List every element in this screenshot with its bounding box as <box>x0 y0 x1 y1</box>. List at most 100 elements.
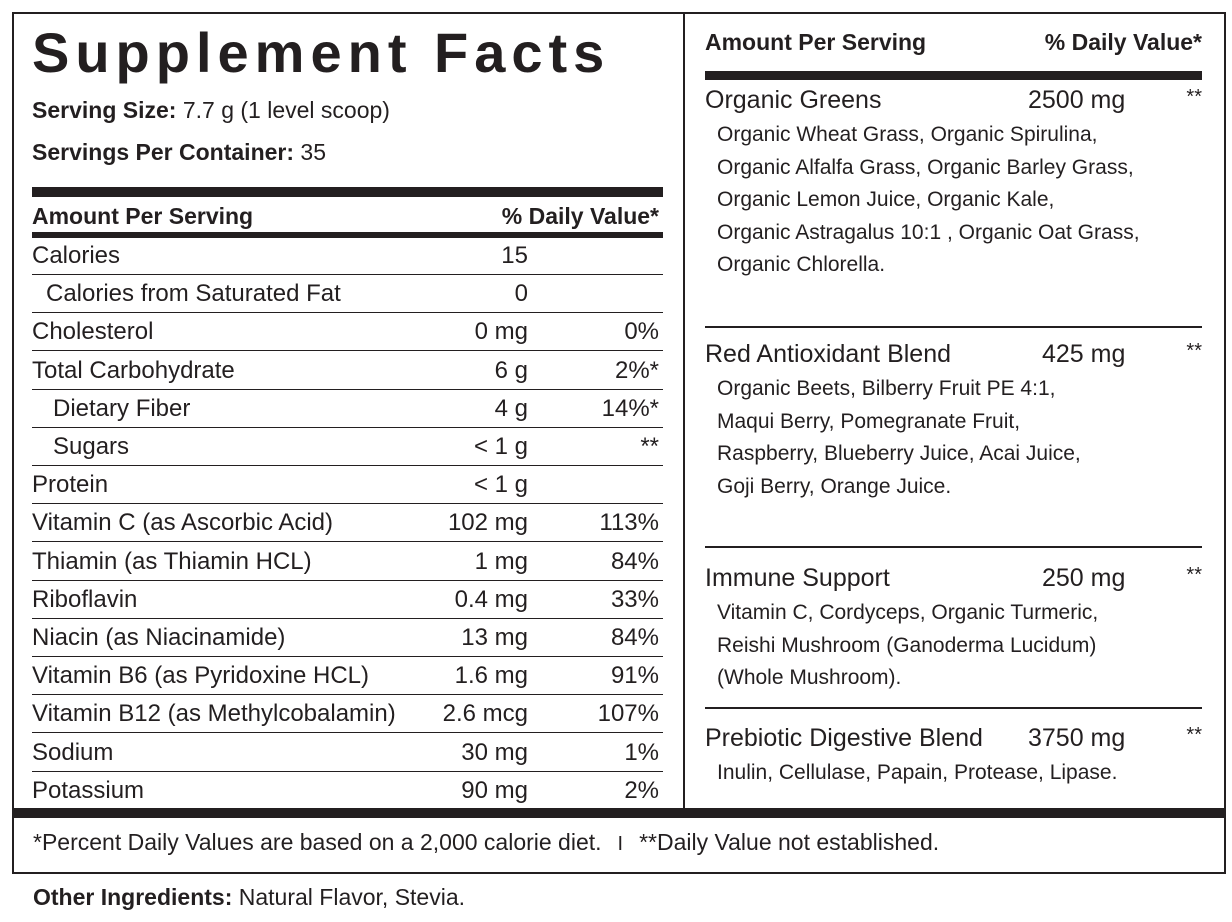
panel-title: Supplement Facts <box>32 21 611 84</box>
blend-ingredients: Vitamin C, Cordyceps, Organic Turmeric, R… <box>717 597 1187 695</box>
ingredient-line: Reishi Mushroom (Ganoderma Lucidum) <box>717 633 1097 657</box>
nutrient-row: Cholesterol 0 mg 0% <box>32 313 663 352</box>
blend-daily-value: ** <box>1186 340 1202 362</box>
footnotes: *Percent Daily Values are based on a 2,0… <box>33 829 939 856</box>
nutrient-daily-value: 1% <box>624 738 659 766</box>
nutrient-amount: < 1 g <box>473 471 528 499</box>
nutrient-name: Protein <box>32 471 109 499</box>
footnote-not-established: **Daily Value not established. <box>639 829 940 855</box>
servings-per-container-value: 35 <box>300 139 327 165</box>
nutrient-name: Calories <box>32 242 121 269</box>
nutrient-daily-value: 113% <box>599 509 659 537</box>
nutrient-daily-value: 91% <box>610 662 659 690</box>
nutrient-name: Cholesterol <box>32 318 154 346</box>
ingredient-line: Organic Wheat Grass, Organic Spirulina, <box>717 123 1098 146</box>
nutrient-amount: < 1 g <box>473 433 528 460</box>
blend-amount: 2500 mg <box>1028 86 1126 114</box>
ingredient-line: Organic Chlorella. <box>717 253 886 276</box>
ingredient-line: Vitamin C, Cordyceps, Organic Turmeric, <box>717 601 1099 624</box>
nutrient-name: Vitamin C (as Ascorbic Acid) <box>32 509 333 537</box>
supplement-facts-panel <box>12 12 1226 874</box>
nutrient-row: Sodium 30 mg 1% <box>32 734 663 772</box>
blend-name: Red Antioxidant Blend <box>705 340 952 368</box>
nutrient-row: Vitamin B12 (as Methylcobalamin) 2.6 mcg 1… <box>32 695 663 734</box>
nutrient-name: Sugars <box>53 433 130 460</box>
blend-daily-value: ** <box>1186 564 1202 586</box>
left-daily-value-header: % Daily Value* <box>501 203 659 229</box>
blend-name: Prebiotic Digestive Blend <box>705 724 983 752</box>
ingredient-line: Goji Berry, Orange Juice. <box>717 474 952 498</box>
nutrient-name: Calories from Saturated Fat <box>46 280 341 308</box>
ingredient-line: Maqui Berry, Pomegranate Fruit, <box>717 409 1021 433</box>
left-amount-header: Amount Per Serving <box>32 203 254 229</box>
header-divider <box>32 232 663 238</box>
other-ingredients-value: Natural Flavor, Stevia. <box>238 884 466 910</box>
blend-ingredients: Organic Wheat Grass, Organic Spirulina, O… <box>717 119 1187 282</box>
nutrient-amount: 0.4 mg <box>454 585 528 613</box>
blend-name: Immune Support <box>705 564 890 592</box>
nutrient-name: Riboflavin <box>32 585 138 613</box>
nutrient-amount: 1 mg <box>474 547 528 575</box>
nutrient-amount: 4 g <box>494 394 528 422</box>
nutrient-row: Vitamin B6 (as Pyridoxine HCL) 1.6 mg 91% <box>32 657 663 696</box>
nutrient-amount: 13 mg <box>461 624 528 651</box>
nutrient-row: Riboflavin 0.4 mg 33% <box>32 581 663 619</box>
blend-divider <box>705 707 1202 709</box>
servings-per-container-label: Servings Per Container: <box>32 139 295 165</box>
other-ingredients-label: Other Ingredients: <box>33 884 233 910</box>
thick-divider-top <box>32 187 663 197</box>
nutrient-daily-value: 84% <box>610 547 659 575</box>
blend-amount: 425 mg <box>1042 340 1126 368</box>
nutrient-amount: 102 mg <box>447 509 528 537</box>
nutrient-amount: 0 mg <box>474 318 528 346</box>
nutrient-name: Niacin (as Niacinamide) <box>32 624 286 651</box>
nutrient-amount: 6 g <box>494 356 528 384</box>
nutrient-row: Dietary Fiber 4 g 14%* <box>32 390 663 428</box>
nutrient-row: Vitamin C (as Ascorbic Acid) 102 mg 113% <box>32 504 663 543</box>
column-divider <box>683 12 685 808</box>
nutrient-daily-value: 14%* <box>601 394 659 422</box>
nutrient-daily-value: 2%* <box>614 356 659 384</box>
serving-size-label: Serving Size: <box>32 97 177 123</box>
ingredient-line: Organic Lemon Juice, Organic Kale, <box>717 188 1055 211</box>
nutrient-name: Dietary Fiber <box>53 394 191 422</box>
nutrient-amount: 1.6 mg <box>454 662 528 690</box>
nutrient-row: Sugars < 1 g ** <box>32 428 663 466</box>
ingredient-line: Organic Alfalfa Grass, Organic Barley Gr… <box>717 155 1134 179</box>
blend-divider <box>705 546 1202 548</box>
blend-section: Immune Support 250 mg ** Vitamin C, Cordyce… <box>705 564 1202 764</box>
nutrient-amount: 15 <box>501 242 528 269</box>
nutrient-row: Niacin (as Niacinamide) 13 mg 84% <box>32 619 663 657</box>
serving-size-value: 7.7 g (1 level scoop) <box>182 97 390 123</box>
nutrient-amount: 90 mg <box>461 776 528 804</box>
thick-divider-bottom <box>12 808 1226 818</box>
blend-daily-value: ** <box>1186 86 1202 108</box>
blend-daily-value: ** <box>1186 724 1202 746</box>
nutrient-name: Vitamin B6 (as Pyridoxine HCL) <box>32 662 370 690</box>
footnote-separator: I <box>617 833 624 855</box>
nutrient-name: Potassium <box>32 776 145 804</box>
blend-ingredients: Organic Beets, Bilberry Fruit PE 4:1, Maq… <box>717 373 1187 503</box>
ingredient-line: Raspberry, Blueberry Juice, Acai Juice, <box>717 442 1081 465</box>
blend-section: Prebiotic Digestive Blend 3750 mg ** Inulin… <box>705 724 1202 922</box>
nutrient-name: Thiamin (as Thiamin HCL) <box>32 547 312 575</box>
ingredient-line: Inulin, Cellulase, Papain, Protease, Lip… <box>717 761 1118 784</box>
right-daily-value-header: % Daily Value* <box>1044 29 1202 55</box>
blend-divider <box>705 326 1202 328</box>
nutrient-amount: 0 <box>514 280 528 308</box>
servings-per-container: Servings Per Container: 35 <box>32 139 326 166</box>
ingredient-line: Organic Beets, Bilberry Fruit PE 4:1, <box>717 377 1056 400</box>
footnote-percent-dv: *Percent Daily Values are based on a 2,0… <box>33 829 602 855</box>
blend-name: Organic Greens <box>705 86 882 114</box>
nutrient-amount: 2.6 mcg <box>442 700 528 728</box>
nutrient-row: Thiamin (as Thiamin HCL) 1 mg 84% <box>32 543 663 581</box>
blend-section: Organic Greens 2500 mg ** Organic Wheat Gra… <box>705 86 1202 286</box>
nutrient-row: Total Carbohydrate 6 g 2%* <box>32 352 663 390</box>
nutrient-amount: 30 mg <box>461 738 528 766</box>
nutrient-daily-value: ** <box>640 433 659 460</box>
nutrient-daily-value: 107% <box>597 700 659 728</box>
nutrient-row: Potassium 90 mg 2% <box>32 772 663 810</box>
nutrient-row: Protein < 1 g <box>32 466 663 505</box>
blend-ingredients: Inulin, Cellulase, Papain, Protease, Lip… <box>717 757 1187 790</box>
right-amount-header: Amount Per Serving <box>705 29 927 55</box>
